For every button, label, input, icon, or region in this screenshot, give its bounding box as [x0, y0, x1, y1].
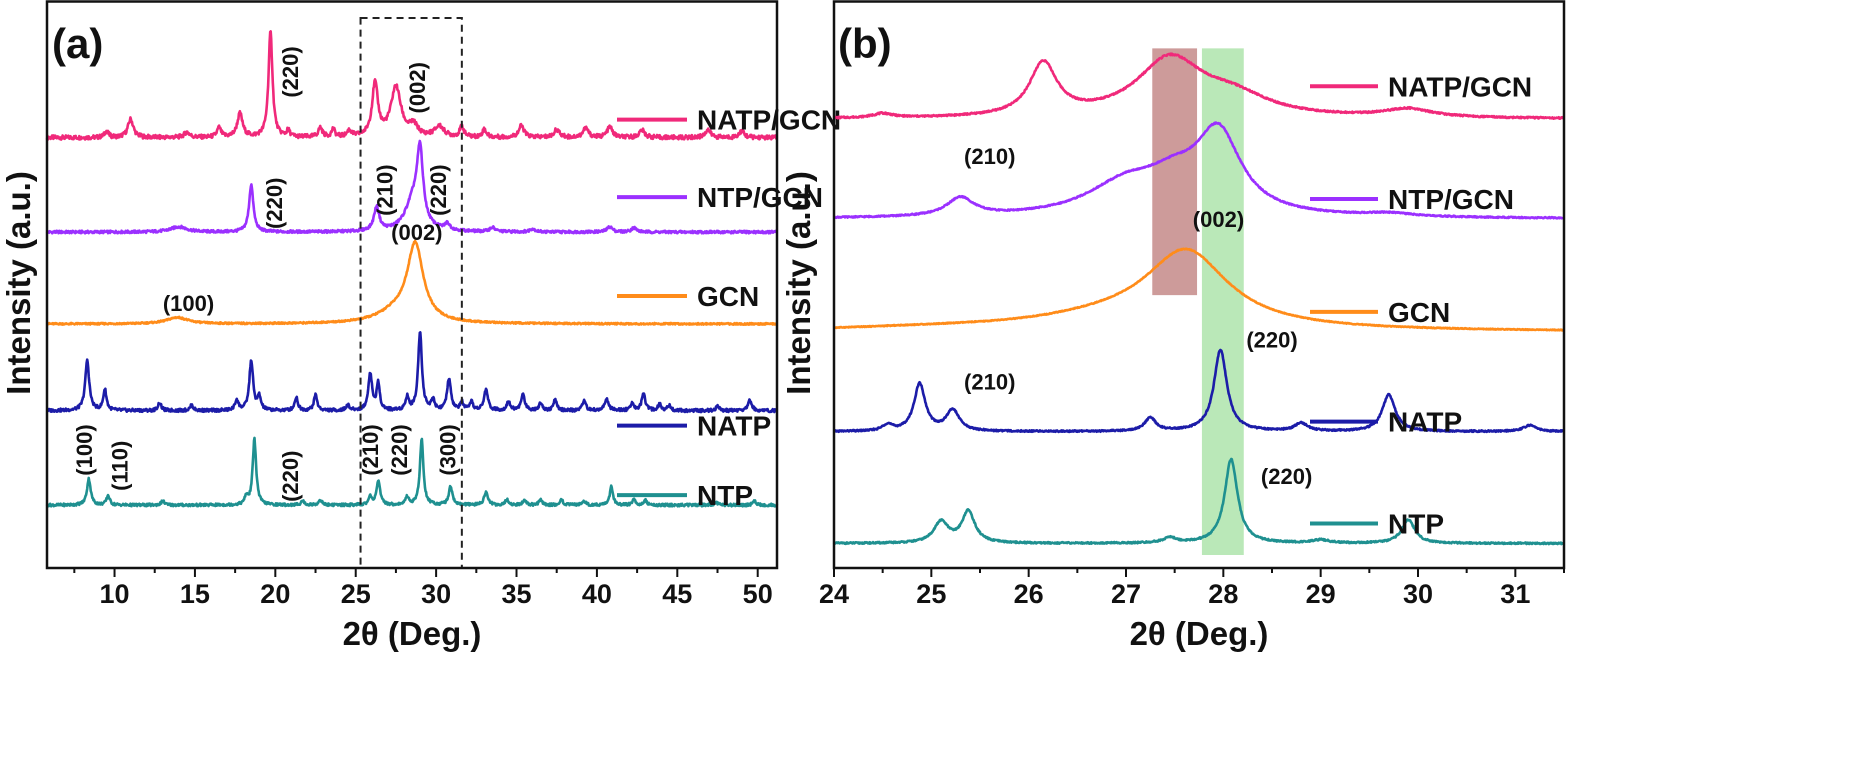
- panel-label: (b): [838, 20, 892, 67]
- peak-annotation: (210): [373, 164, 398, 215]
- legend-label: GCN: [1388, 297, 1450, 328]
- legend-label: NATP/GCN: [697, 105, 841, 136]
- x-tick-label: 40: [582, 579, 612, 609]
- x-tick-label: 15: [180, 579, 210, 609]
- x-tick-label: 31: [1500, 579, 1530, 609]
- panel-label: (a): [52, 20, 103, 67]
- y-axis-label: Intensity (a.u.): [780, 171, 817, 395]
- peak-annotation: (002): [391, 220, 442, 245]
- trace-natp-gcn: [45, 30, 779, 141]
- x-axis-label: 2θ (Deg.): [1130, 615, 1269, 652]
- peak-annotation: (300): [435, 424, 460, 475]
- peak-annotation: (220): [387, 424, 412, 475]
- peak-annotation: (210): [964, 370, 1015, 395]
- x-tick-label: 24: [819, 579, 849, 609]
- peak-annotation: (210): [964, 144, 1015, 169]
- peak-annotation: (100): [72, 424, 97, 475]
- x-tick-label: 28: [1208, 579, 1238, 609]
- x-tick-label: 35: [501, 579, 531, 609]
- trace-ntp: [45, 436, 779, 508]
- peak-annotation: (220): [1246, 328, 1297, 353]
- x-tick-label: 29: [1306, 579, 1336, 609]
- x-tick-label: 25: [916, 579, 946, 609]
- peak-annotation: (100): [163, 291, 214, 316]
- x-tick-label: 10: [100, 579, 130, 609]
- x-tick-label: 27: [1111, 579, 1141, 609]
- x-tick-label: 50: [743, 579, 773, 609]
- x-tick-label: 25: [341, 579, 371, 609]
- peak-annotation: (220): [278, 451, 303, 502]
- legend-label: NTP/GCN: [697, 182, 823, 213]
- trace-gcn: [833, 247, 1565, 332]
- peak-annotation: (210): [358, 424, 383, 475]
- x-tick-label: 45: [662, 579, 692, 609]
- highlight-band-1: [1152, 48, 1198, 296]
- legend-label: GCN: [697, 281, 759, 312]
- y-axis-label: Intensity (a.u.): [0, 171, 37, 395]
- legend-label: NATP: [697, 411, 771, 442]
- panel-b: NATP/GCN NTP/GCN GCN NATP NTP (210) (002) (220)…: [780, 0, 1566, 652]
- axes-frame: [45, 0, 779, 570]
- peak-annotation: (220): [426, 164, 451, 215]
- peak-annotation: (110): [107, 441, 132, 491]
- legend-label: NTP: [697, 480, 753, 511]
- legend-label: NTP/GCN: [1388, 184, 1514, 215]
- legend-label: NATP: [1388, 407, 1462, 438]
- x-tick-label: 26: [1014, 579, 1044, 609]
- panel-a: NATP/GCN NTP/GCN GCN NATP NTP (220) (002) (220)…: [0, 0, 841, 652]
- x-tick-label: 30: [1403, 579, 1433, 609]
- axes-frame: [832, 0, 1566, 570]
- peak-annotation: (002): [405, 62, 430, 113]
- trace-gcn: [46, 239, 778, 326]
- trace-natp-gcn: [833, 52, 1565, 120]
- trace-ntp: [832, 457, 1565, 546]
- x-tick-label: 20: [260, 579, 290, 609]
- peak-annotation: (220): [1261, 464, 1312, 489]
- x-axis-label: 2θ (Deg.): [343, 615, 482, 652]
- trace-natp: [46, 331, 779, 414]
- highlight-band-2: [1201, 48, 1244, 555]
- legend-label: NTP: [1388, 508, 1444, 539]
- peak-annotation: (220): [278, 46, 303, 97]
- trace-ntp-gcn: [832, 121, 1566, 220]
- trace-natp: [833, 348, 1565, 434]
- x-tick-label: 30: [421, 579, 451, 609]
- peak-annotation: (002): [1193, 207, 1244, 232]
- trace-ntp-gcn: [45, 139, 779, 235]
- peak-annotation: (220): [262, 178, 287, 229]
- legend-label: NATP/GCN: [1388, 71, 1532, 102]
